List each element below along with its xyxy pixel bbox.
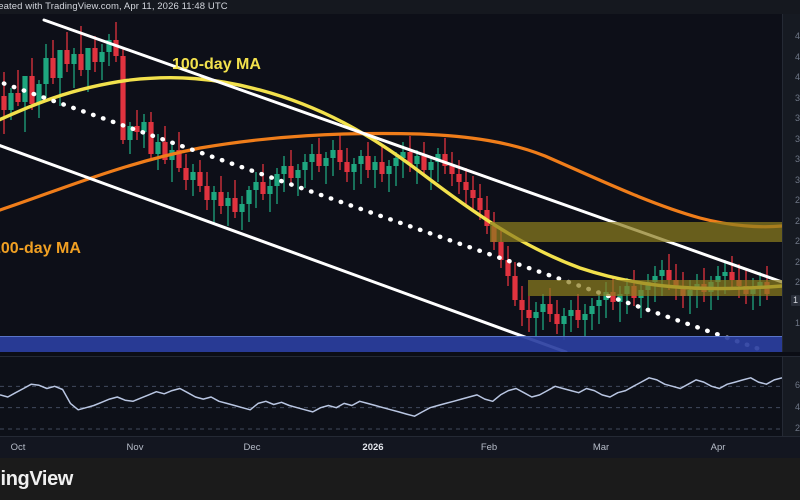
price-series-svg (0, 18, 782, 352)
price-axis-label: 3 (794, 174, 800, 185)
time-axis-label: 2026 (362, 442, 384, 453)
ma-200-label: 200-day MA (0, 240, 81, 257)
price-axis-label: 3 (794, 113, 800, 123)
ma-100-label: 100-day MA (172, 56, 261, 73)
price-axis-label: 3 (794, 133, 800, 144)
indicator-pane-rsi[interactable] (0, 356, 782, 437)
time-axis-label: Mar (592, 442, 610, 453)
time-axis-label: Oct (10, 442, 26, 453)
price-axis-label: 4 (794, 72, 800, 82)
price-axis-label: 4 (794, 51, 800, 62)
resistance-zone-upper (490, 222, 782, 242)
time-axis-label: Dec (243, 442, 261, 453)
trendline-lower (0, 144, 568, 352)
indicator-axis-label: 6 (794, 380, 800, 391)
price-axis-label: 3 (794, 154, 800, 164)
dotted-trendline (0, 79, 765, 352)
price-axis-label: 4 (794, 31, 800, 41)
support-zone (0, 336, 782, 352)
indicator-axis-label: 4 (794, 401, 800, 412)
time-axis-label: Nov (126, 442, 144, 453)
tradingview-watermark: adingView (0, 468, 73, 490)
price-axis-label: 2 (794, 195, 800, 205)
price-axis-label: 1 (794, 318, 800, 328)
header-bar (0, 0, 800, 14)
rsi-series-svg (0, 377, 782, 430)
trendline-upper (42, 18, 782, 284)
last-price-label: 1 (790, 295, 800, 306)
price-axis[interactable]: 4443333322222111 (782, 14, 800, 352)
chart-attribution-text: reated with TradingView.com, Apr 11, 202… (0, 1, 228, 12)
resistance-zone-lower (528, 280, 782, 296)
price-axis-label: 2 (794, 256, 800, 267)
price-axis-label: 2 (794, 215, 800, 226)
price-axis-label: 3 (794, 92, 800, 103)
footer-bar (0, 458, 800, 500)
time-axis[interactable]: Oct Nov Dec 2026 Feb Mar Apr (0, 436, 800, 460)
ma-100-line (0, 76, 782, 291)
rsi-gridlines (0, 385, 782, 430)
rsi-line (0, 377, 782, 417)
indicator-axis-label: 2 (794, 423, 800, 433)
time-axis-label: Apr (710, 442, 726, 453)
price-axis-label: 2 (794, 277, 800, 287)
ma-200-line (0, 131, 782, 229)
time-axis-label: Feb (480, 442, 498, 453)
indicator-axis[interactable]: 6 4 2 (782, 356, 800, 437)
price-axis-label: 2 (794, 236, 800, 246)
price-chart-pane[interactable]: 100-day MA 200-day MA ⚡ (0, 14, 782, 352)
